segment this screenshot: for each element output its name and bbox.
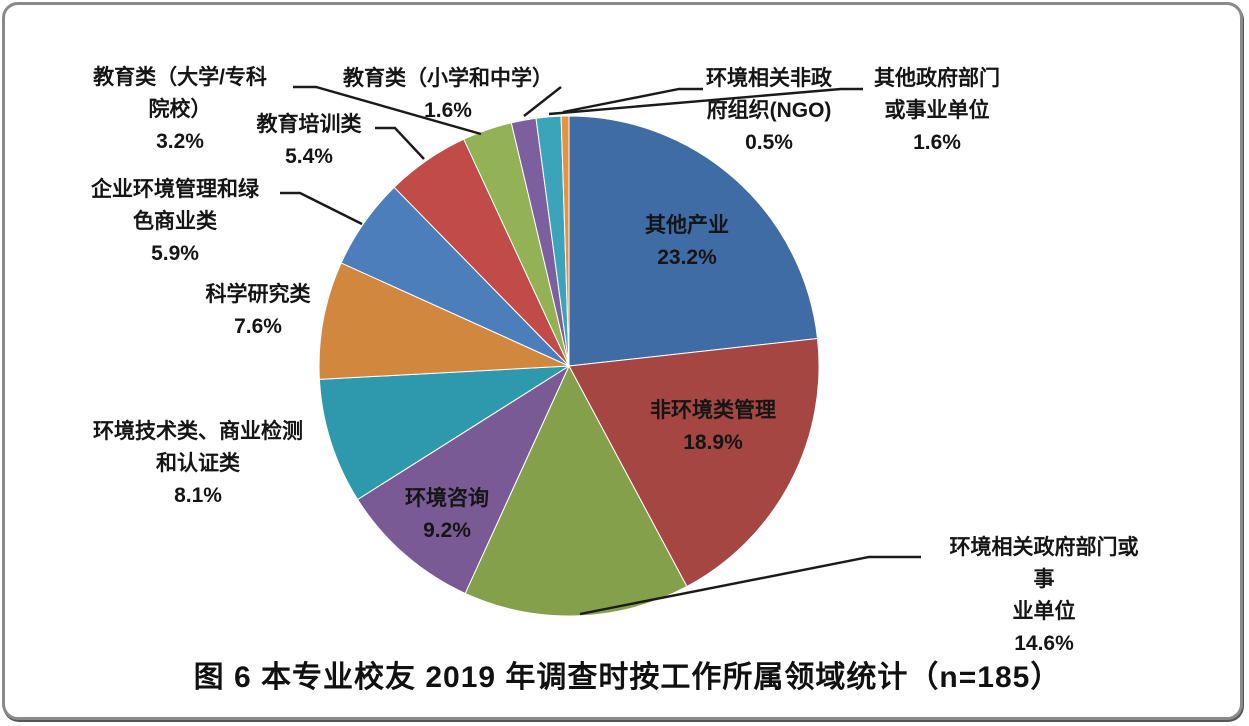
pie-slice-4 xyxy=(318,365,571,501)
leader-corp-env xyxy=(280,191,363,226)
pie-slice-5 xyxy=(318,262,570,380)
pie-chart xyxy=(280,85,921,617)
leader-other-gov xyxy=(548,87,863,116)
pie-chart-area: 其他产业 23.2% 非环境类管理 18.9% 环境相关政府部门或事 业单位 14.… xyxy=(3,3,1249,726)
label-non-env-mgmt: 非环境类管理 18.9% xyxy=(650,399,776,454)
label-corp-env: 企业环境管理和绿 色商业类 5.9% xyxy=(91,178,259,265)
pie-slice-1 xyxy=(568,337,820,588)
label-edu-university: 教育类（大学/专科 院校） 3.2% xyxy=(93,66,267,153)
pie-slice-3 xyxy=(356,364,571,595)
label-env-gov: 环境相关政府部门或事 业单位 14.6% xyxy=(949,536,1139,655)
label-env-consulting: 环境咨询 9.2% xyxy=(405,487,489,542)
pie-slice-0 xyxy=(568,115,819,367)
leader-edu-school xyxy=(523,86,562,117)
label-sci-research: 科学研究类 7.6% xyxy=(205,283,311,338)
pie-slice-11 xyxy=(560,115,570,367)
leader-env-gov xyxy=(579,555,921,616)
chart-caption: 图 6 本专业校友 2019 年调查时按工作所属领域统计（n=185） xyxy=(193,661,1062,694)
label-env-tech: 环境技术类、商业检测 和认证类 8.1% xyxy=(93,420,303,507)
leader-edu-university xyxy=(293,85,482,136)
leader-edu-training xyxy=(375,126,425,160)
label-ngo: 环境相关非政 府组织(NGO) 0.5% xyxy=(706,67,832,154)
label-other-industry: 其他产业 23.2% xyxy=(645,214,729,269)
label-other-gov: 其他政府部门 或事业单位 1.6% xyxy=(874,67,1000,154)
label-edu-school: 教育类（小学和中学） 1.6% xyxy=(343,67,553,122)
leader-ngo xyxy=(562,87,703,114)
label-edu-training: 教育培训类 5.4% xyxy=(256,113,362,168)
